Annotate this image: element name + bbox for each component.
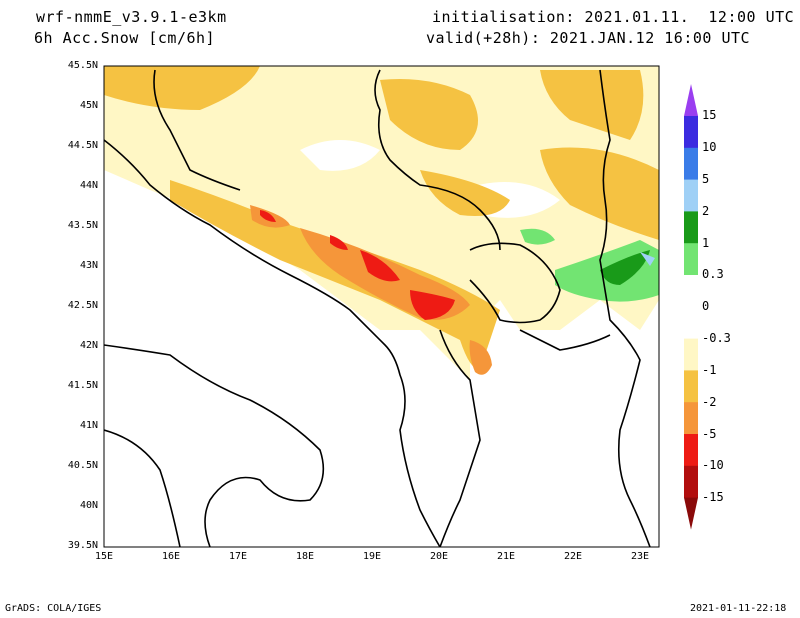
lon-label: 20E [429,551,449,562]
colorbar-swatch [684,434,698,467]
colorbar-label: -10 [702,458,724,472]
footer-timestamp: 2021-01-11-22:18 [690,603,787,614]
lat-label: 40.5N [67,460,98,471]
colorbar-swatch [684,370,698,403]
colorbar-label: -15 [702,490,724,504]
colorbar-swatch [684,338,698,371]
model-name: wrf-nmmE_v3.9.1-e3km [36,8,227,26]
coastlines [104,69,651,547]
colorbar-label: 0.3 [702,267,724,281]
snow-region-1cm [540,70,644,140]
lon-label: 23E [630,551,650,562]
initialisation-time: initialisation: 2021.01.11. 12:00 UTC [432,8,795,26]
snow-region-1cm [170,180,500,370]
snow-region-5cm [360,250,400,282]
snow-region-light [104,66,659,380]
lat-label: 45N [79,100,98,111]
snow-region-positive-high [640,252,655,266]
lon-label: 19E [362,551,382,562]
colorbar-label: -5 [702,427,717,441]
colorbar-arrow-top [684,84,698,116]
colorbar-label: 2 [702,204,710,218]
colorbar-swatch [684,211,698,244]
lat-label: 44N [79,180,98,191]
colorbar-label: 15 [702,108,717,122]
lon-label: 15E [94,551,114,562]
map-frame [103,65,660,548]
colorbar-label: 0 [702,299,710,313]
snow-region-positive-strong [600,250,650,285]
snow-region-1cm [540,147,659,240]
colorbar-swatch [684,306,698,340]
valid-time: valid(+28h): 2021.JAN.12 16:00 UTC [426,29,751,47]
colorbar-swatch [684,179,698,212]
colorbar-swatch [684,243,698,276]
snow-region-1cm [380,79,478,150]
colorbar-label: 1 [702,236,710,250]
lon-label: 18E [295,551,315,562]
colorbar-label: -0.3 [702,331,731,345]
field-name: 6h Acc.Snow [cm/6h] [34,29,216,47]
colorbar-arrow-bottom [684,497,698,530]
lat-label: 42.5N [67,300,98,311]
lat-label: 44.5N [67,140,98,151]
colorbar-swatch [684,402,698,435]
snow-region-1cm [104,66,260,110]
lon-label: 17E [228,551,248,562]
lon-label: 22E [563,551,583,562]
snow-region-5cm [260,210,276,222]
colorbar-label: -1 [702,363,717,377]
snow-region-clear [300,140,380,171]
lat-label: 43N [79,260,98,271]
lat-label: 42N [79,340,98,351]
colorbar [684,84,698,530]
lat-label: 41N [79,420,98,431]
snow-field [104,66,659,380]
colorbar-swatch [684,275,698,308]
lon-label: 16E [161,551,181,562]
lat-label: 41.5N [67,380,98,391]
snow-region-5cm [330,235,348,250]
lon-label: 21E [496,551,516,562]
snow-region-5cm [410,290,455,320]
snow-region-2cm [469,340,492,375]
lat-label: 45.5N [67,60,98,71]
footer-credit: GrADS: COLA/IGES [5,603,102,614]
snow-region-positive [520,228,555,245]
colorbar-label: 10 [702,140,717,154]
colorbar-label: 5 [702,172,710,186]
snow-region-1cm [420,170,510,216]
lat-label: 39.5N [67,540,98,551]
colorbar-swatch [684,147,698,181]
colorbar-label: -2 [702,395,717,409]
lat-label: 43.5N [67,220,98,231]
colorbar-swatch [684,116,698,149]
colorbar-swatch [684,465,698,499]
lat-axis: 45.5N 45N 44.5N 44N 43.5N 43N 42.5N 42N … [40,0,98,618]
lat-label: 40N [79,500,98,511]
